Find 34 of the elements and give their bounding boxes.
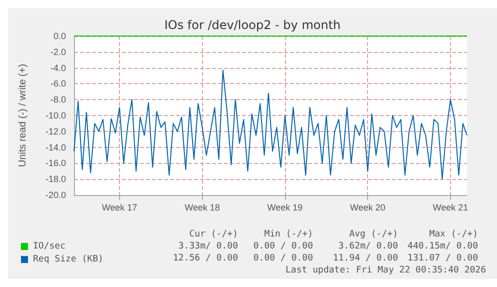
y-tick-label: -16.0 bbox=[45, 158, 66, 168]
y-tick-label: -14.0 bbox=[45, 142, 66, 152]
y-tick-label: -4.0 bbox=[50, 62, 66, 73]
text: 440.15m/ 0.00 bbox=[408, 242, 478, 252]
y-tick-label: -8.0 bbox=[50, 94, 66, 105]
text: Cur (-/+) bbox=[189, 230, 238, 240]
x-tick-label: Week 20 bbox=[350, 202, 386, 212]
legend-label: Req Size (KB) bbox=[33, 254, 104, 264]
x-tick-label: Week 21 bbox=[432, 202, 468, 212]
text: 11.94 / 0.00 bbox=[332, 254, 398, 264]
line-series bbox=[74, 70, 468, 180]
text: Last update: Fri May 22 00:35:40 2026 bbox=[286, 266, 486, 276]
y-tick-label: -10.0 bbox=[45, 110, 66, 120]
text: 0.00 / 0.00 bbox=[253, 254, 313, 264]
x-tick-label: Week 19 bbox=[267, 202, 303, 212]
text: 0.00 / 0.00 bbox=[253, 242, 313, 252]
chart-title: IOs for /dev/loop2 - by month bbox=[164, 18, 341, 32]
y-tick-label: -12.0 bbox=[45, 126, 66, 136]
y-tick-label: -20.0 bbox=[45, 190, 66, 200]
text: Avg (-/+) bbox=[349, 230, 398, 240]
legend-label: IO/sec bbox=[33, 242, 66, 252]
text: 12.56 / 0.00 bbox=[172, 254, 238, 264]
x-tick-label: Week 17 bbox=[102, 202, 138, 212]
text: Min (-/+) bbox=[264, 230, 313, 240]
y-tick-label: -2.0 bbox=[50, 46, 66, 57]
y-tick-label: 0.0 bbox=[53, 31, 66, 41]
text: 131.07 / 0.00 bbox=[408, 254, 478, 264]
y-axis-title: Units read (-) / write (+) bbox=[18, 64, 28, 168]
text: 3.33m/ 0.00 bbox=[178, 242, 238, 252]
text: Max (-/+) bbox=[429, 230, 478, 240]
text: 3.62m/ 0.00 bbox=[338, 242, 398, 252]
x-tick-label: Week 18 bbox=[184, 202, 220, 212]
y-tick-label: -18.0 bbox=[45, 174, 66, 184]
y-tick-label: -6.0 bbox=[50, 78, 66, 89]
